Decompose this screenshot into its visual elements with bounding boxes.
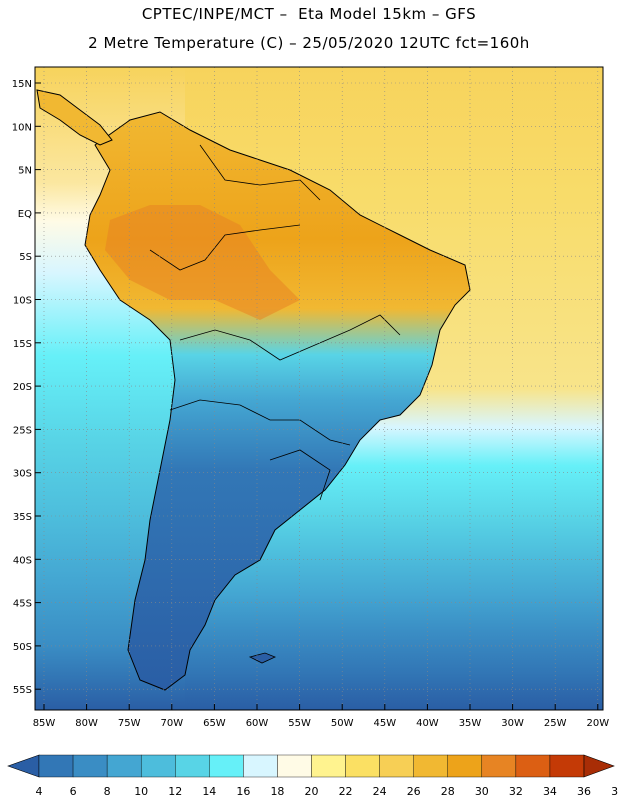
colorbar-overflow-arrow xyxy=(583,754,615,778)
lon-label-65w: 65W xyxy=(203,718,226,729)
longitude-labels: 85W 80W 75W 70W 65W 60W 55W 50W 45W 40W 35W 30W 25W 2… xyxy=(33,704,609,729)
lon-label-30w: 30W xyxy=(501,718,524,729)
lat-label-55s: 55S xyxy=(13,685,32,696)
colorbar-swatch xyxy=(175,754,210,778)
colorbar-swatch xyxy=(447,754,483,778)
lat-label-5s: 5S xyxy=(19,252,32,263)
country-borders xyxy=(149,144,401,501)
lon-label-40w: 40W xyxy=(416,718,439,729)
colorbar-swatch xyxy=(345,754,380,778)
lat-label-10n: 10N xyxy=(12,122,32,133)
latitude-labels: 15N 10N 5N EQ 5S 10S 15S 20S 25S 30S 35S 40S 45S 50S 5… xyxy=(12,79,41,696)
lat-label-5n: 5N xyxy=(18,166,32,177)
colorbar-tick-32: 32 xyxy=(509,785,523,798)
color-bar: 4 6 8 10 12 14 16 18 20 22 24 26 28 30 32 34 36 38 xyxy=(7,754,618,798)
colorbar-tick-12: 12 xyxy=(168,785,182,798)
colorbar-tick-30: 30 xyxy=(475,785,489,798)
colorbar-tick-18: 18 xyxy=(270,785,284,798)
lon-label-25w: 25W xyxy=(544,718,567,729)
lon-label-55w: 55W xyxy=(288,718,311,729)
lat-label-25s: 25S xyxy=(13,425,32,436)
colorbar-tick-36: 36 xyxy=(577,785,591,798)
colorbar-tick-6: 6 xyxy=(70,785,77,798)
lat-label-10s: 10S xyxy=(13,296,32,307)
colorbar-tick-16: 16 xyxy=(236,785,250,798)
falklands xyxy=(248,652,277,664)
lon-label-75w: 75W xyxy=(118,718,141,729)
lon-label-35w: 35W xyxy=(459,718,482,729)
lon-label-20w: 20W xyxy=(586,718,609,729)
colorbar-swatch xyxy=(243,754,278,778)
central-america xyxy=(36,89,113,146)
colorbar-swatch xyxy=(209,754,244,778)
colorbar-tick-14: 14 xyxy=(202,785,216,798)
colorbar-tick-8: 8 xyxy=(104,785,111,798)
colorbar-tick-26: 26 xyxy=(407,785,421,798)
lat-label-45s: 45S xyxy=(13,599,32,610)
lat-label-35s: 35S xyxy=(13,512,32,523)
colorbar-tick-20: 20 xyxy=(305,785,319,798)
lat-label-20s: 20S xyxy=(13,382,32,393)
colorbar-swatch xyxy=(413,754,448,778)
colorbar-swatch xyxy=(140,754,176,778)
colorbar-swatch xyxy=(311,754,346,778)
colorbar-tick-34: 34 xyxy=(543,785,557,798)
colorbar-swatch xyxy=(72,754,108,778)
lat-label-50s: 50S xyxy=(13,642,32,653)
colorbar-swatch xyxy=(481,754,517,778)
map-title: CPTEC/INPE/MCT – Eta Model 15km – GFS xyxy=(141,5,477,23)
lon-label-50w: 50W xyxy=(331,718,354,729)
lat-label-30s: 30S xyxy=(13,469,32,480)
colorbar-swatch xyxy=(106,754,142,778)
colorbar-tick-28: 28 xyxy=(441,785,455,798)
lat-label-eq: EQ xyxy=(18,209,32,220)
lon-label-85w: 85W xyxy=(33,718,56,729)
colorbar-tick-38: 38 xyxy=(611,785,618,798)
lon-label-60w: 60W xyxy=(246,718,269,729)
lon-label-80w: 80W xyxy=(75,718,98,729)
colorbar-swatch xyxy=(549,754,585,778)
lon-label-45w: 45W xyxy=(373,718,396,729)
colorbar-swatch xyxy=(379,754,414,778)
colorbar-swatch xyxy=(38,754,74,778)
graticule xyxy=(35,67,603,710)
colorbar-swatch xyxy=(515,754,551,778)
colorbar-tick-10: 10 xyxy=(134,785,148,798)
colorbar-underflow-arrow xyxy=(7,754,40,778)
colorbar-tick-24: 24 xyxy=(373,785,387,798)
lon-label-70w: 70W xyxy=(160,718,183,729)
lat-label-40s: 40S xyxy=(13,555,32,566)
map-frame xyxy=(34,66,604,711)
lat-label-15s: 15S xyxy=(13,339,32,350)
colorbar-tick-22: 22 xyxy=(339,785,353,798)
amazon-hot-zone xyxy=(105,205,300,320)
colorbar-swatch xyxy=(277,754,312,778)
colorbar-tick-4: 4 xyxy=(36,785,43,798)
lat-label-15n: 15N xyxy=(12,79,32,90)
map-subtitle: 2 Metre Temperature (C) – 25/05/2020 12U… xyxy=(88,34,530,52)
